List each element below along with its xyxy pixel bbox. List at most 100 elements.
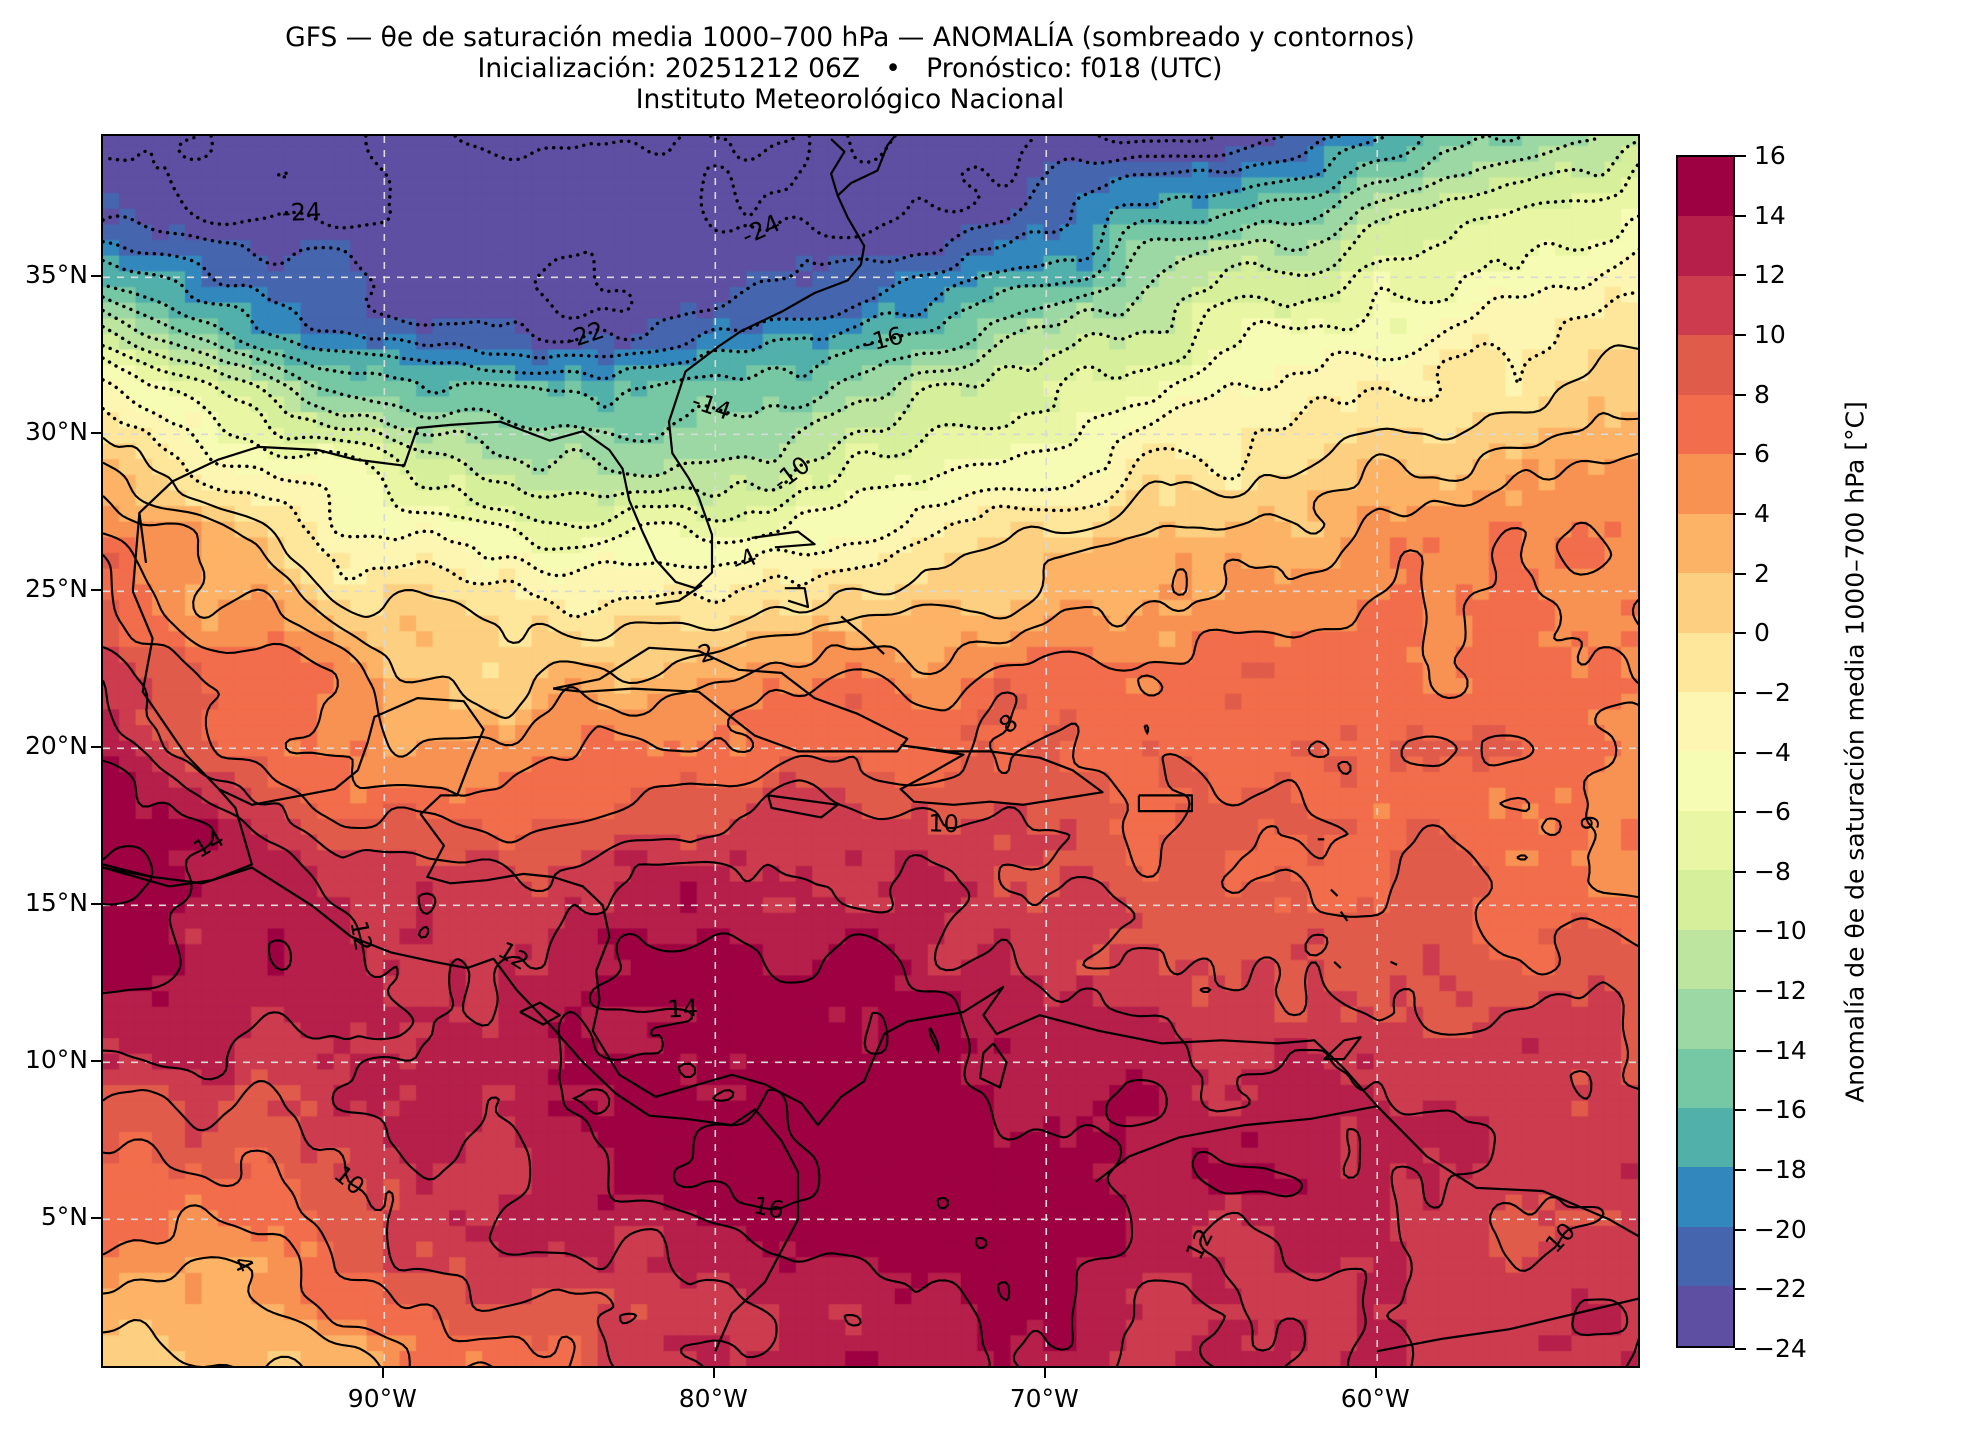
coastline-23 <box>519 1001 561 1026</box>
colorbar-band-12 <box>1678 870 1733 930</box>
latitude-tick-10: 10°N <box>24 1045 88 1075</box>
contour-line-10 <box>103 1080 615 1366</box>
coastline-22 <box>655 584 703 605</box>
contour-line--24 <box>1097 136 1219 145</box>
contour-label-2: 2 <box>695 638 718 669</box>
colorbar[interactable] <box>1676 155 1735 1348</box>
contour-line--16 <box>103 136 1424 409</box>
contour-line-6 <box>1631 598 1638 626</box>
latitude-tick-20: 20°N <box>24 731 88 761</box>
contour-line-16 <box>975 1236 988 1249</box>
contour-line-14 <box>863 1011 889 1055</box>
longitude-tick-80: 80°W <box>678 1384 748 1413</box>
latitude-tick-30: 30°N <box>24 417 88 447</box>
contour-line-14 <box>677 1062 696 1079</box>
colorbar-band-14 <box>1678 989 1733 1049</box>
contour-line-10 <box>619 1312 638 1325</box>
contour-line-6 <box>1540 817 1562 836</box>
colorbar-tick-mark-16 <box>1735 1109 1746 1112</box>
colorbar-tick-mark-4 <box>1735 393 1746 396</box>
coastline-10 <box>751 530 816 549</box>
colorbar-band-4 <box>1678 394 1733 455</box>
colorbar-tick-label-14: −12 <box>1754 976 1807 1006</box>
contour-line-10 <box>1304 933 1329 957</box>
contour-label-14: 14 <box>189 824 230 864</box>
contour-line-14 <box>267 939 293 971</box>
contour-line-2 <box>103 411 1638 720</box>
colorbar-band-6 <box>1678 513 1733 574</box>
contour-line-2 <box>103 1318 234 1366</box>
figure-title-line-2: Inicialización: 20251212 06Z • Pronóstic… <box>477 53 1223 84</box>
coastline-2 <box>131 512 1638 1238</box>
coastline-18 <box>1323 1036 1362 1061</box>
colorbar-tick-label-7: 2 <box>1754 558 1770 588</box>
contour-label-8: 8 <box>993 708 1023 739</box>
colorbar-band-16 <box>1678 1108 1733 1168</box>
figure-title-line-3: Instituto Meteorológico Nacional <box>635 84 1065 115</box>
longitude-tick-mark-60 <box>1375 1368 1378 1378</box>
contour-line--24 <box>846 136 897 164</box>
contour-label-6: 6 <box>1575 815 1603 831</box>
contour-line-14 <box>1105 1078 1168 1128</box>
contour-line-16 <box>672 1088 821 1210</box>
colorbar-band-2 <box>1678 275 1733 336</box>
contour-line--14 <box>1487 136 1524 143</box>
contour-line-12 <box>1342 1128 1362 1179</box>
colorbar-tick-mark-17 <box>1735 1169 1746 1172</box>
colorbar-tick-label-11: −6 <box>1754 797 1791 827</box>
colorbar-tick-label-12: −8 <box>1754 856 1791 886</box>
colorbar-band-17 <box>1678 1167 1733 1227</box>
coastline-19 <box>979 1042 1008 1089</box>
colorbar-tick-label-15: −14 <box>1754 1035 1807 1065</box>
colorbar-tick-label-17: −18 <box>1754 1155 1807 1185</box>
colorbar-tick-label-2: 12 <box>1754 260 1786 290</box>
contour-line-8 <box>1400 735 1458 768</box>
coastline-8 <box>1137 794 1193 813</box>
colorbar-tick-label-19: −22 <box>1754 1274 1807 1304</box>
latitude-tick-mark-15 <box>91 903 101 906</box>
colorbar-tick-label-9: −2 <box>1754 677 1791 707</box>
colorbar-axis-label-text: Anomalía de θe de saturación media 1000–… <box>1840 400 1870 1103</box>
colorbar-tick-mark-13 <box>1735 930 1746 933</box>
contour-line-10 <box>1569 1069 1593 1100</box>
longitude-tick-60: 60°W <box>1340 1384 1410 1413</box>
contour-line-12 <box>1571 1298 1629 1337</box>
figure-title-block: GFS — θe de saturación media 1000–700 hP… <box>0 22 1700 115</box>
colorbar-tick-mark-1 <box>1735 214 1746 217</box>
contour-line--24 <box>103 136 393 230</box>
contour-line--8 <box>103 161 1638 530</box>
longitude-tick-70: 70°W <box>1009 1384 1079 1413</box>
latitude-tick-mark-30 <box>91 432 101 435</box>
colorbar-tick-mark-15 <box>1735 1049 1746 1052</box>
contour-line-8 <box>103 554 1638 976</box>
contour-line-8 <box>1480 734 1535 767</box>
coastline-21 <box>1376 1297 1638 1353</box>
coastline-5 <box>103 866 800 1352</box>
longitude-tick-mark-80 <box>713 1368 716 1378</box>
colorbar-tick-mark-19 <box>1735 1288 1746 1291</box>
latitude-tick-mark-10 <box>91 1060 101 1063</box>
contour-line-12 <box>103 680 415 1081</box>
colorbar-band-10 <box>1678 751 1733 811</box>
colorbar-band-3 <box>1678 335 1733 395</box>
contour-line-16 <box>936 1197 949 1210</box>
contour-line-0 <box>103 344 1638 644</box>
colorbar-tick-label-13: −10 <box>1754 916 1807 946</box>
contour-line-4 <box>1171 568 1188 596</box>
contour-line-12 <box>1115 1279 1226 1366</box>
contour-line-6 <box>1582 701 1638 899</box>
latitude-tick-15: 15°N <box>24 888 88 918</box>
colorbar-band-9 <box>1678 691 1733 752</box>
coastline-9 <box>767 794 839 819</box>
colorbar-band-11 <box>1678 810 1733 871</box>
coastline-6 <box>552 646 909 753</box>
contour-line-8 <box>1143 724 1150 736</box>
contour-line--6 <box>103 214 1638 552</box>
map-contour-overlay: -24 -24-22 -16-14-10-424681010101212121414… <box>103 136 1638 1366</box>
coastline-16 <box>1333 961 1342 969</box>
map-axes[interactable]: -24 -24 -22 -16 -14 -10 -4 2 4 6 8 10 10 10 12 12 12 14 14… <box>101 134 1640 1368</box>
contour-line-8 <box>1336 760 1352 776</box>
contour-line-14 <box>1191 1150 1304 1198</box>
contour-line-6 <box>1136 674 1164 697</box>
colorbar-tick-mark-6 <box>1735 512 1746 515</box>
